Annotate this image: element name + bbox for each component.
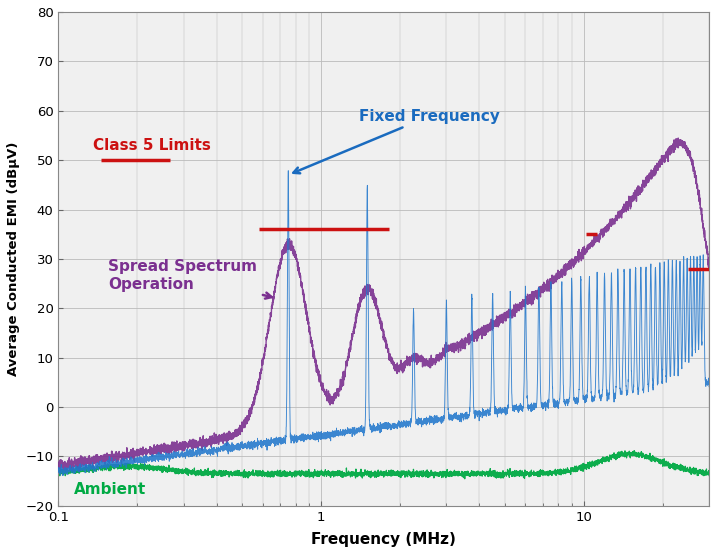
Text: Ambient: Ambient — [74, 481, 147, 496]
Text: Fixed Frequency: Fixed Frequency — [294, 109, 500, 173]
Text: Spread Spectrum
Operation: Spread Spectrum Operation — [108, 259, 271, 299]
Text: Class 5 Limits: Class 5 Limits — [92, 138, 211, 153]
X-axis label: Frequency (MHz): Frequency (MHz) — [311, 532, 456, 547]
Y-axis label: Average Conducted EMI (dBµV): Average Conducted EMI (dBµV) — [7, 142, 20, 376]
